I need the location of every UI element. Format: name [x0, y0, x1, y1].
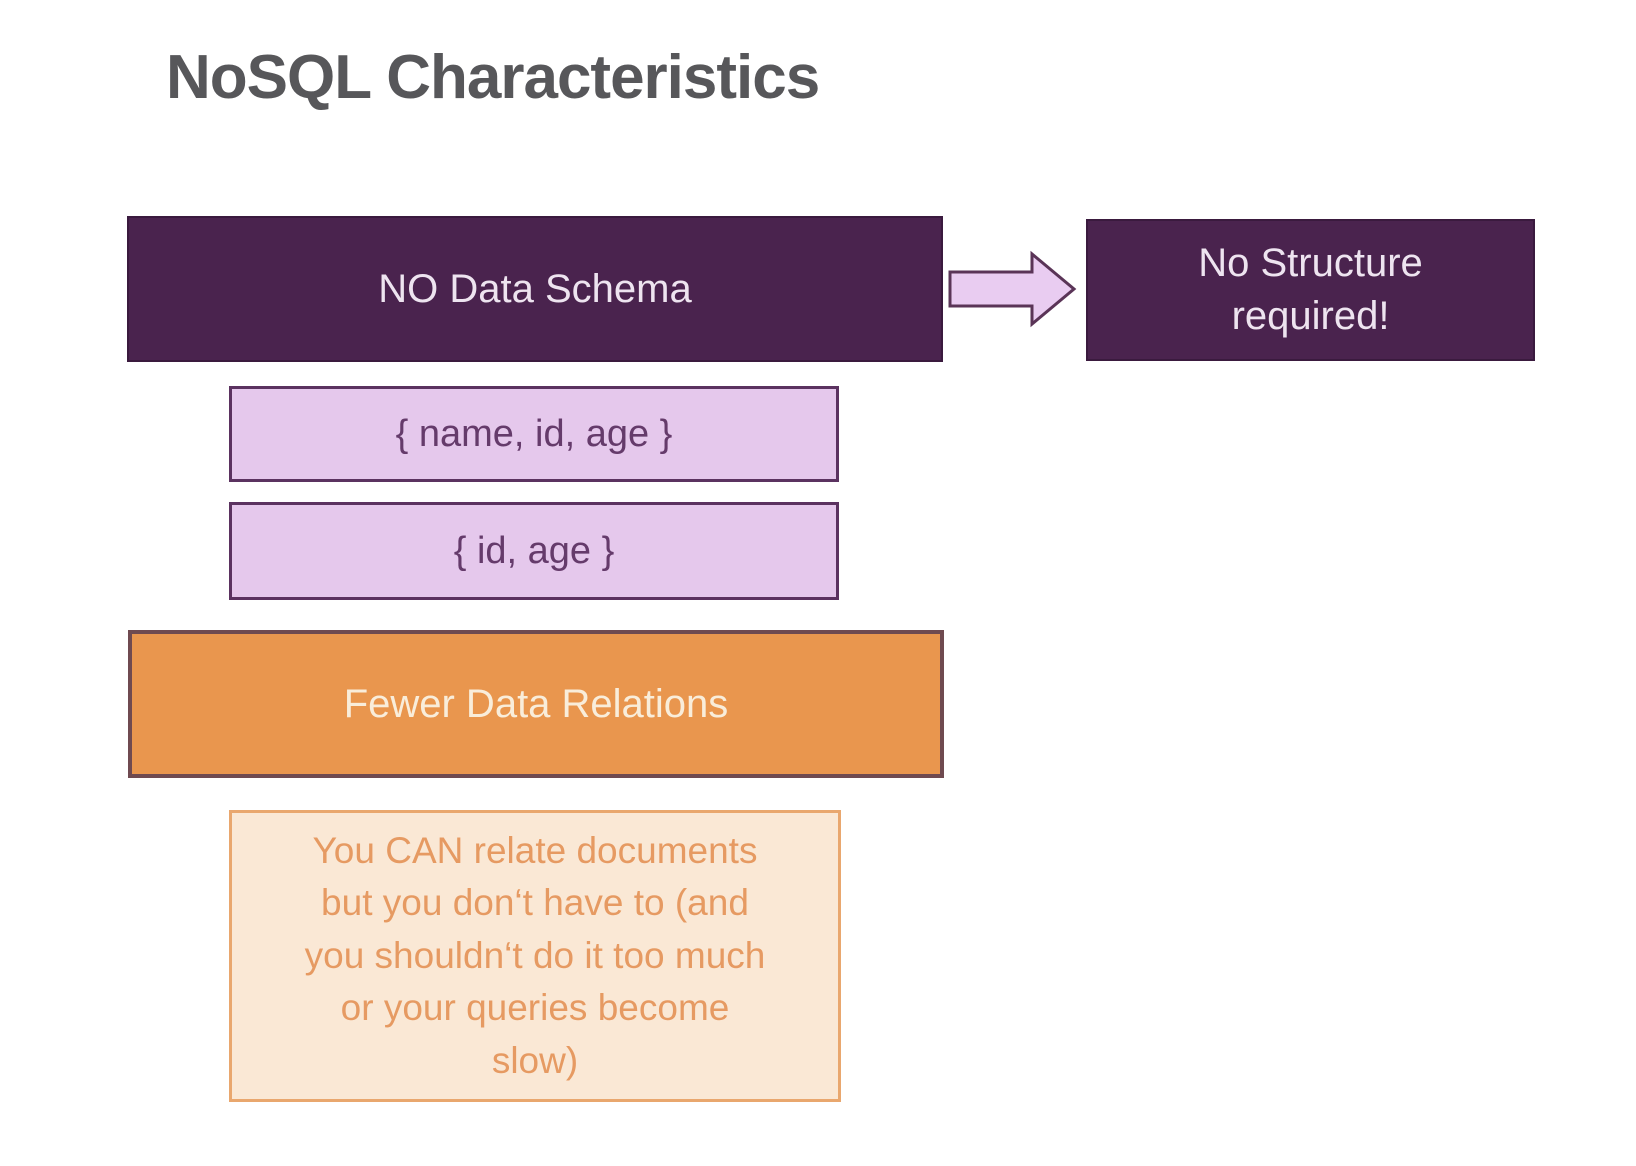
- no-data-schema-box: NO Data Schema: [127, 216, 943, 362]
- schema-example-box-1: { name, id, age }: [229, 386, 839, 482]
- fewer-data-relations-label: Fewer Data Relations: [343, 681, 729, 726]
- slide-title: NoSQL Characteristics: [166, 43, 820, 112]
- no-data-schema-label: NO Data Schema: [378, 266, 692, 311]
- relations-note-text: You CAN relate documents but you don‘t h…: [304, 829, 766, 1081]
- schema-example-2-label: { id, age }: [453, 529, 615, 572]
- no-structure-required-box: No Structure required!: [1086, 219, 1535, 361]
- schema-example-box-2: { id, age }: [229, 502, 839, 600]
- relations-note-box: You CAN relate documents but you don‘t h…: [229, 810, 841, 1102]
- schema-example-1-label: { name, id, age }: [395, 412, 673, 455]
- right-arrow-icon: [948, 250, 1078, 328]
- no-structure-required-label: No Structure required!: [1198, 241, 1423, 338]
- fewer-data-relations-box: Fewer Data Relations: [128, 630, 944, 778]
